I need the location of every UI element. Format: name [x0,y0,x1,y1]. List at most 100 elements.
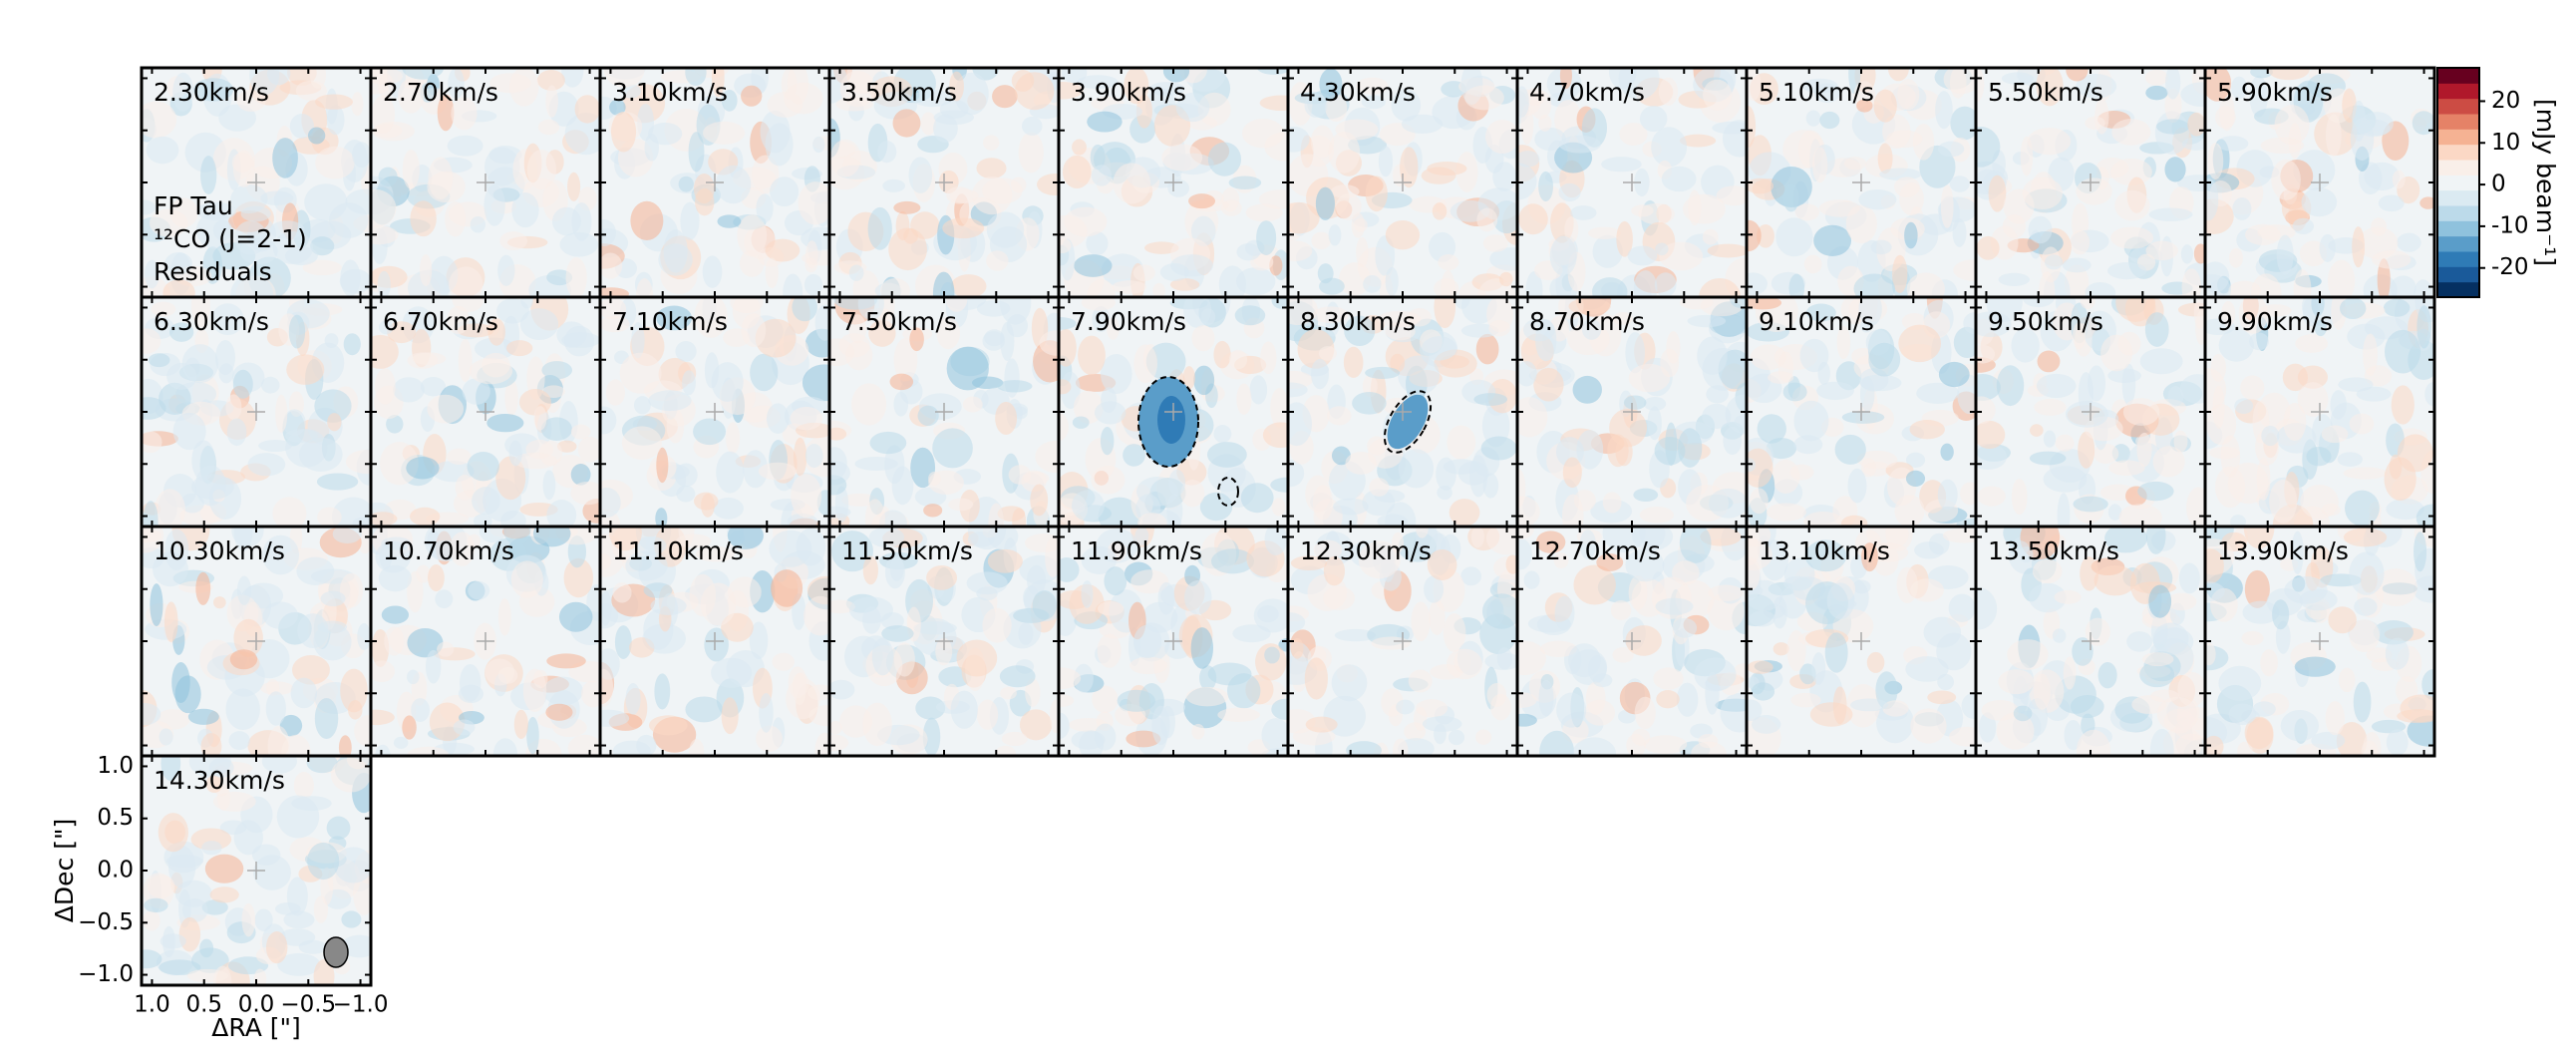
residual-noise [526,716,539,755]
residual-noise [976,300,1011,317]
residual-noise [2205,642,2216,666]
residual-noise [1327,406,1352,426]
residual-noise [1123,444,1145,467]
residual-noise [2424,382,2434,407]
residual-noise [1375,235,1396,276]
residual-noise [1517,86,1529,118]
colorbar-tick-label: 20 [2491,88,2520,114]
residual-noise [420,82,436,103]
residual-noise [1356,77,1389,95]
residual-noise [2164,88,2182,124]
residual-noise [2343,528,2388,547]
residual-noise [340,259,361,297]
residual-noise [756,193,774,223]
residual-noise [600,668,614,708]
residual-noise [1943,68,1976,95]
residual-noise [868,527,905,548]
residual-noise [1481,404,1510,448]
residual-noise [1443,459,1480,475]
residual-noise [1561,494,1584,527]
residual-noise [1422,716,1462,732]
residual-noise [678,176,694,192]
residual-noise [1861,542,1878,572]
residual-noise [1679,297,1714,310]
residual-noise [1092,305,1111,333]
residual-noise [1199,492,1233,522]
residual-noise [162,279,195,297]
residual-noise [1905,452,1926,468]
residual-noise [2065,400,2108,428]
residual-noise [600,252,623,279]
residual-noise [1480,436,1517,461]
residual-noise [2122,398,2160,426]
residual-noise [942,217,985,239]
residual-noise [1124,68,1149,105]
residual-noise [2108,460,2145,477]
channel-panel [600,527,829,756]
residual-noise [1976,587,1998,630]
residual-noise [2057,493,2071,527]
emission [1387,394,1429,450]
residual-noise [154,489,186,527]
residual-noise [1856,99,1873,113]
residual-noise [1191,325,1215,352]
residual-noise [351,92,364,117]
residual-noise [571,202,592,241]
residual-noise [232,369,253,399]
residual-noise [142,527,164,553]
center-cross [2082,174,2099,191]
residual-noise [2066,68,2089,82]
residual-noise [1747,106,1757,149]
residual-noise [447,448,472,466]
residual-noise [711,68,725,98]
residual-noise [1716,185,1747,206]
residual-noise [1979,712,1997,743]
residual-noise [2193,243,2205,264]
residual-noise [1391,89,1422,122]
residual-noise [2111,119,2151,146]
y-axis-label: ΔDec ["] [50,819,79,922]
residual-noise [766,403,790,434]
residual-noise [997,506,1026,522]
residual-noise [144,897,168,913]
residual-noise [339,572,364,608]
residual-noise [1446,648,1482,680]
residual-noise [2349,619,2381,653]
residual-noise [1553,552,1569,569]
residual-noise [147,874,175,899]
residual-noise [1236,383,1252,415]
residual-noise [1562,457,1582,489]
residual-noise [756,725,783,752]
residual-noise [2028,215,2053,244]
residual-noise [211,303,244,336]
residual-noise [378,320,394,335]
residual-noise [1870,239,1892,255]
residual-noise [851,383,887,426]
residual-noise [1427,548,1457,580]
residual-noise [1677,428,1703,468]
residual-noise [333,847,371,884]
residual-noise [1135,94,1152,129]
residual-noise [1421,336,1457,361]
residual-noise [1288,382,1308,398]
residual-noise [1345,452,1377,475]
residual-noise [1319,277,1345,295]
residual-noise [1631,728,1651,746]
residual-noise [1976,68,1985,102]
residual-noise [1558,135,1602,154]
residual-noise [231,152,253,173]
residual-noise [966,571,1008,595]
residual-noise [1256,220,1277,255]
residual-noise [992,85,1018,109]
residual-noise [2237,741,2253,756]
residual-noise [936,316,961,350]
residual-noise [1188,193,1216,209]
residual-noise [880,612,904,630]
residual-noise [1206,442,1247,468]
channel-panel [829,68,1059,297]
residual-noise [455,475,475,501]
residual-noise [928,471,941,486]
residual-noise [1344,315,1376,346]
residual-noise [633,396,651,415]
center-cross [1164,632,1182,650]
